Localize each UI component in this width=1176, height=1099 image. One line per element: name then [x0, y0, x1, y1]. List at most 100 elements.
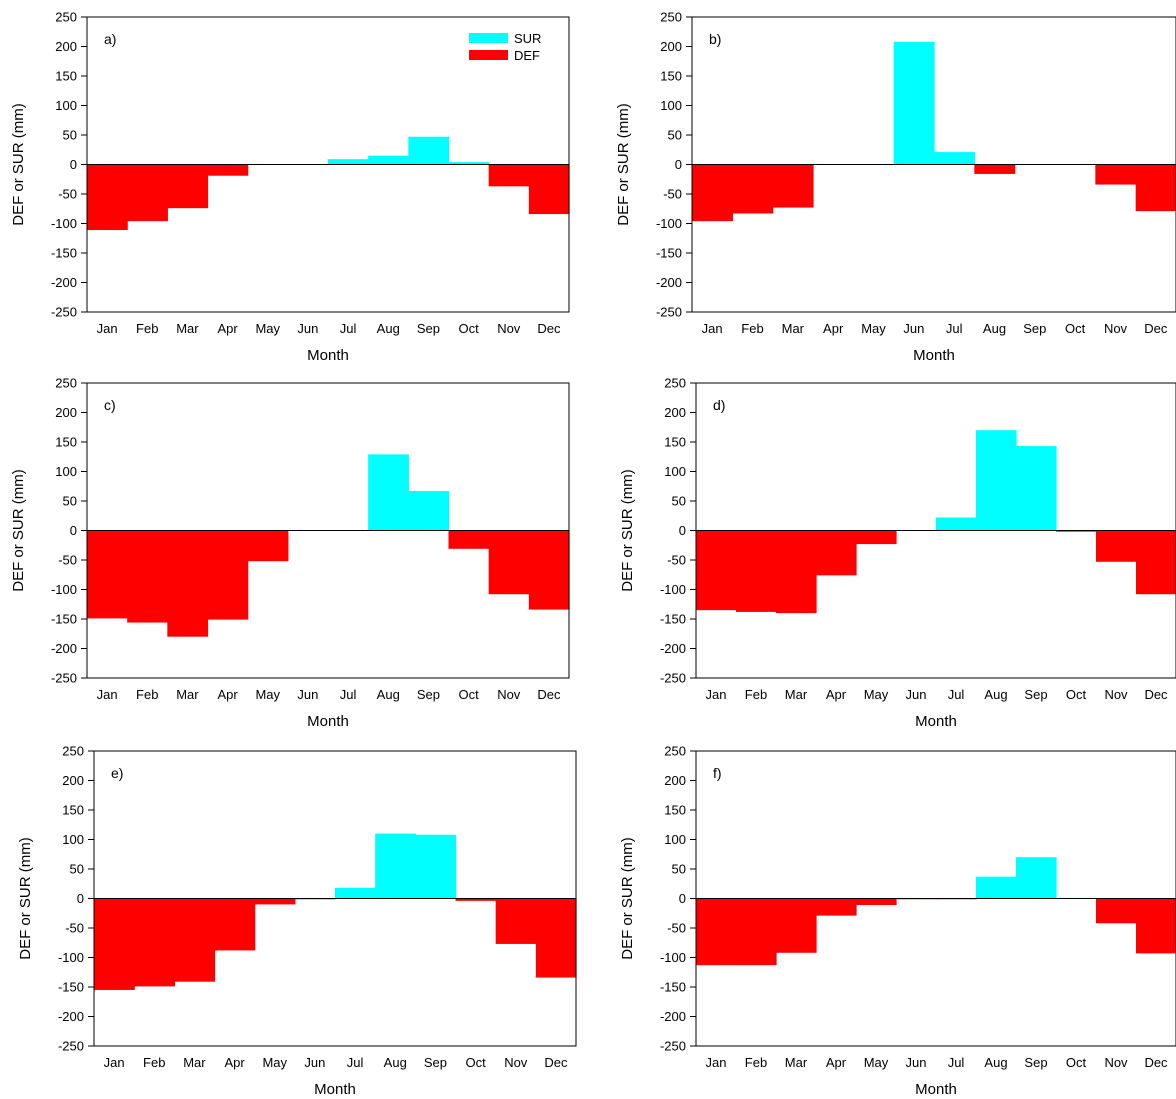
x-tick-label-may: May [864, 1055, 889, 1070]
bar-def-apr [214, 898, 256, 951]
y-tick-label: -100 [51, 582, 77, 597]
x-tick-label-oct: Oct [1065, 321, 1086, 336]
x-tick-label-may: May [262, 1055, 287, 1070]
x-tick-label-sep: Sep [417, 687, 440, 702]
y-tick-label: 200 [660, 39, 682, 54]
y-tick-label: -50 [667, 553, 686, 568]
legend-swatch-def [469, 50, 508, 60]
y-tick-label: -150 [51, 612, 77, 627]
y-tick-label: -200 [660, 641, 686, 656]
bar-def-jan [696, 898, 737, 966]
y-tick-label: 200 [55, 405, 77, 420]
x-tick-label-nov: Nov [497, 687, 521, 702]
y-tick-label: 100 [55, 464, 77, 479]
bar-def-jan [87, 164, 128, 230]
bar-def-may [247, 530, 289, 562]
x-tick-label-jun: Jun [903, 321, 924, 336]
bar-def-feb [134, 898, 175, 987]
x-tick-label-jun: Jun [297, 687, 318, 702]
x-tick-label-nov: Nov [497, 321, 521, 336]
x-tick-label-jan: Jan [97, 687, 118, 702]
chart-panel-d: 250 200 150 100 50 0 -50 -100 -150 -200 -250 Jan Feb… [619, 376, 1176, 730]
x-tick-label-sep: Sep [424, 1055, 447, 1070]
y-tick-label: 100 [660, 98, 682, 113]
y-tick-label: -50 [667, 921, 686, 936]
y-tick-label: 50 [672, 494, 686, 509]
x-axis-title: Month [307, 347, 349, 364]
x-tick-label-aug: Aug [377, 687, 400, 702]
y-axis-title: DEF or SUR (mm) [10, 103, 27, 226]
y-tick-label: -50 [663, 187, 682, 202]
bar-def-nov [1096, 530, 1137, 562]
x-tick-label-nov: Nov [1104, 321, 1128, 336]
x-tick-label-sep: Sep [1024, 687, 1047, 702]
bar-def-nov [495, 898, 537, 944]
bar-def-mar [174, 898, 216, 982]
bar-def-apr [816, 898, 857, 916]
bar-def-feb [127, 164, 168, 222]
x-tick-label-jun: Jun [906, 687, 927, 702]
y-tick-label: -150 [656, 246, 682, 261]
x-axis-title: Month [307, 713, 349, 730]
chart-panel-a: 250 200 150 100 50 0 -50 -100 -150 -200 -250 Jan Feb… [10, 10, 570, 364]
x-tick-label-jul: Jul [340, 321, 357, 336]
y-tick-label: -250 [660, 1039, 686, 1054]
x-tick-label-dec: Dec [1144, 687, 1168, 702]
bar-sur-sep [1016, 446, 1057, 531]
bar-sur-aug [976, 430, 1017, 531]
x-tick-label-sep: Sep [1024, 1055, 1047, 1070]
y-tick-label: -200 [51, 275, 77, 290]
x-tick-label-may: May [255, 321, 280, 336]
y-tick-label: -50 [58, 187, 77, 202]
legend-label-sur: SUR [514, 31, 541, 46]
y-tick-label: -200 [660, 1009, 686, 1024]
x-tick-label-mar: Mar [785, 1055, 808, 1070]
x-tick-label-aug: Aug [984, 687, 1007, 702]
x-tick-label-jul: Jul [340, 687, 357, 702]
x-tick-label-feb: Feb [136, 321, 158, 336]
x-tick-label-aug: Aug [377, 321, 400, 336]
x-tick-label-mar: Mar [183, 1055, 206, 1070]
bar-sur-oct [448, 162, 490, 165]
y-tick-label: 0 [679, 891, 686, 906]
panel-label: a) [104, 31, 116, 47]
x-axis-title: Month [314, 1081, 356, 1098]
x-tick-label-jan: Jan [706, 687, 727, 702]
y-tick-label: 0 [70, 523, 77, 538]
y-tick-label: -250 [51, 305, 77, 320]
x-tick-label-jun: Jun [304, 1055, 325, 1070]
x-tick-label-mar: Mar [785, 687, 808, 702]
x-tick-label-feb: Feb [143, 1055, 165, 1070]
x-tick-label-dec: Dec [544, 1055, 568, 1070]
y-axis-title: DEF or SUR (mm) [615, 103, 632, 226]
x-tick-label-jun: Jun [906, 1055, 927, 1070]
y-tick-label: -150 [660, 612, 686, 627]
x-tick-label-jan: Jan [97, 321, 118, 336]
x-tick-label-nov: Nov [504, 1055, 528, 1070]
y-tick-label: -200 [51, 641, 77, 656]
y-tick-label: 200 [55, 39, 77, 54]
x-tick-label-oct: Oct [458, 687, 479, 702]
bar-def-mar [776, 898, 817, 953]
x-tick-label-may: May [861, 321, 886, 336]
bar-def-nov [1095, 164, 1137, 185]
y-tick-label: -100 [656, 216, 682, 231]
y-tick-label: 150 [62, 803, 84, 818]
x-tick-label-jul: Jul [347, 1055, 364, 1070]
panel-label: f) [713, 765, 722, 781]
bar-sur-aug [368, 155, 409, 165]
x-tick-label-sep: Sep [417, 321, 440, 336]
x-tick-label-oct: Oct [458, 321, 479, 336]
y-tick-label: 100 [55, 98, 77, 113]
x-tick-label-mar: Mar [176, 321, 199, 336]
chart-panel-b: 250 200 150 100 50 0 -50 -100 -150 -200 -250 Jan Feb… [615, 10, 1176, 364]
y-tick-label: 150 [664, 803, 686, 818]
y-tick-label: -200 [656, 275, 682, 290]
bar-def-dec [528, 164, 570, 215]
x-tick-label-feb: Feb [745, 1055, 767, 1070]
y-tick-label: -50 [65, 921, 84, 936]
bar-def-apr [207, 530, 249, 620]
x-tick-label-sep: Sep [1023, 321, 1046, 336]
x-tick-label-jun: Jun [297, 321, 318, 336]
